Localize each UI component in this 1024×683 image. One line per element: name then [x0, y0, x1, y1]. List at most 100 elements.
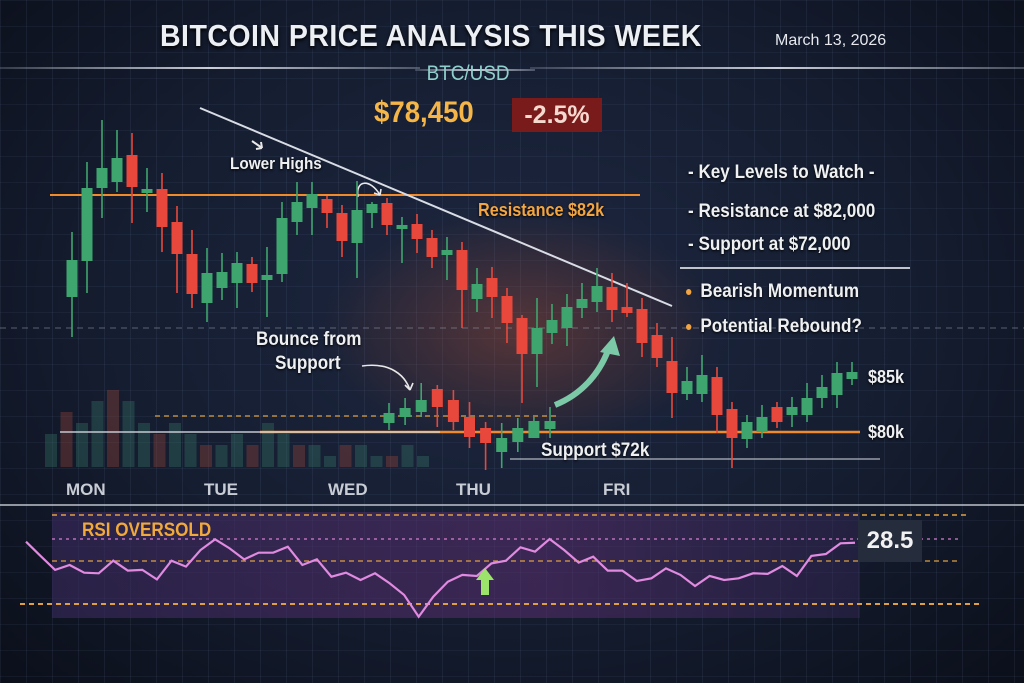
x-tick-tue: TUE — [204, 480, 238, 499]
volume-bar — [122, 401, 135, 467]
candle — [561, 294, 573, 346]
candle — [471, 268, 483, 312]
candle — [591, 268, 603, 312]
candle-body — [201, 273, 213, 303]
volume-bar — [169, 423, 181, 467]
candle — [231, 252, 243, 308]
x-tick-mon: MON — [66, 480, 106, 499]
candle-body — [66, 260, 78, 297]
bounce-candle — [399, 398, 411, 425]
level-80k-label: $80k — [868, 422, 905, 442]
candle-body — [464, 417, 475, 437]
candle — [411, 214, 423, 253]
chart-title: BITCOIN PRICE ANALYSIS THIS WEEK — [160, 18, 702, 53]
candle-body — [156, 189, 168, 227]
bullet-icon — [686, 323, 692, 330]
candle-body — [801, 398, 813, 415]
candle — [291, 182, 303, 235]
trend-arrow-icon — [251, 140, 263, 150]
candle — [66, 232, 78, 337]
date-label: March 13, 2026 — [775, 32, 887, 49]
bounce-candle — [431, 385, 443, 427]
volume-bar — [91, 401, 104, 467]
candle-body — [696, 375, 708, 394]
candle-body — [441, 250, 453, 255]
candle — [711, 367, 723, 433]
bounce-candle — [383, 403, 395, 430]
candle — [801, 383, 813, 422]
candle-body — [246, 264, 258, 283]
candle-body — [786, 407, 798, 415]
candle — [276, 202, 288, 282]
bounce-candle — [512, 418, 524, 452]
candle-body — [426, 238, 438, 257]
candle-body — [411, 224, 423, 239]
volume-bar — [138, 423, 150, 467]
candle — [501, 288, 513, 343]
candle-body — [321, 199, 333, 213]
bounce-label-line1: Bounce from — [256, 329, 362, 350]
price-change-badge: -2.5% — [512, 98, 602, 132]
candle-body — [606, 287, 618, 310]
candle — [456, 242, 468, 328]
candle — [756, 405, 768, 438]
candle — [141, 168, 153, 212]
candle — [396, 217, 408, 263]
resistance-label: Resistance $82k — [478, 200, 605, 220]
candle-body — [471, 284, 483, 299]
candle — [126, 133, 138, 223]
candle-body — [399, 408, 411, 417]
bounce-candle — [415, 383, 427, 417]
rsi-line — [25, 537, 856, 619]
candle — [771, 402, 783, 428]
candle — [666, 337, 678, 418]
candle-body — [771, 407, 783, 422]
candle-body — [756, 417, 768, 432]
volume-bar — [293, 445, 305, 467]
candle-body — [528, 421, 540, 438]
volume-bar — [215, 445, 228, 467]
volume-bar — [184, 434, 197, 467]
candle — [81, 162, 93, 293]
volume-bar — [401, 445, 414, 467]
candle — [246, 257, 258, 292]
candle-body — [81, 188, 93, 261]
pair-label: BTC/USD — [426, 62, 510, 85]
up-arrow-icon — [476, 568, 494, 595]
candle-body — [261, 275, 273, 280]
rsi-value-badge: 28.5 — [858, 520, 922, 562]
candle-body — [496, 438, 508, 452]
volume-bar — [76, 423, 88, 467]
candle-body — [501, 296, 513, 323]
candle — [426, 230, 438, 268]
candle-body — [447, 400, 459, 422]
candle-body — [831, 373, 843, 395]
bounce-candle — [528, 417, 540, 438]
header-divider-right — [530, 67, 1024, 69]
volume-bar — [45, 434, 57, 467]
volume-bar — [417, 456, 429, 467]
candle — [786, 397, 798, 427]
candle-body — [276, 218, 288, 274]
bullet-rebound: Potential Rebound? — [686, 316, 862, 338]
candle — [531, 298, 543, 387]
candle-body — [636, 309, 648, 343]
candle-body — [141, 189, 153, 193]
candle-body — [666, 361, 678, 393]
volume-bars — [45, 390, 429, 467]
bounce-candle — [496, 423, 508, 468]
volume-bar — [324, 456, 336, 467]
candle — [846, 362, 858, 385]
candle-body — [561, 307, 573, 328]
candle — [321, 196, 333, 228]
bullet-bearish: Bearish Momentum — [686, 281, 859, 303]
x-tick-wed: WED — [328, 480, 368, 499]
lower-highs-label: Lower Highs — [230, 154, 322, 173]
candle-body — [741, 422, 753, 439]
candle-body — [486, 278, 498, 297]
candle-body — [291, 202, 303, 222]
candle — [351, 181, 363, 278]
candle-body — [431, 389, 443, 407]
bounce-arrow-icon — [361, 364, 414, 391]
